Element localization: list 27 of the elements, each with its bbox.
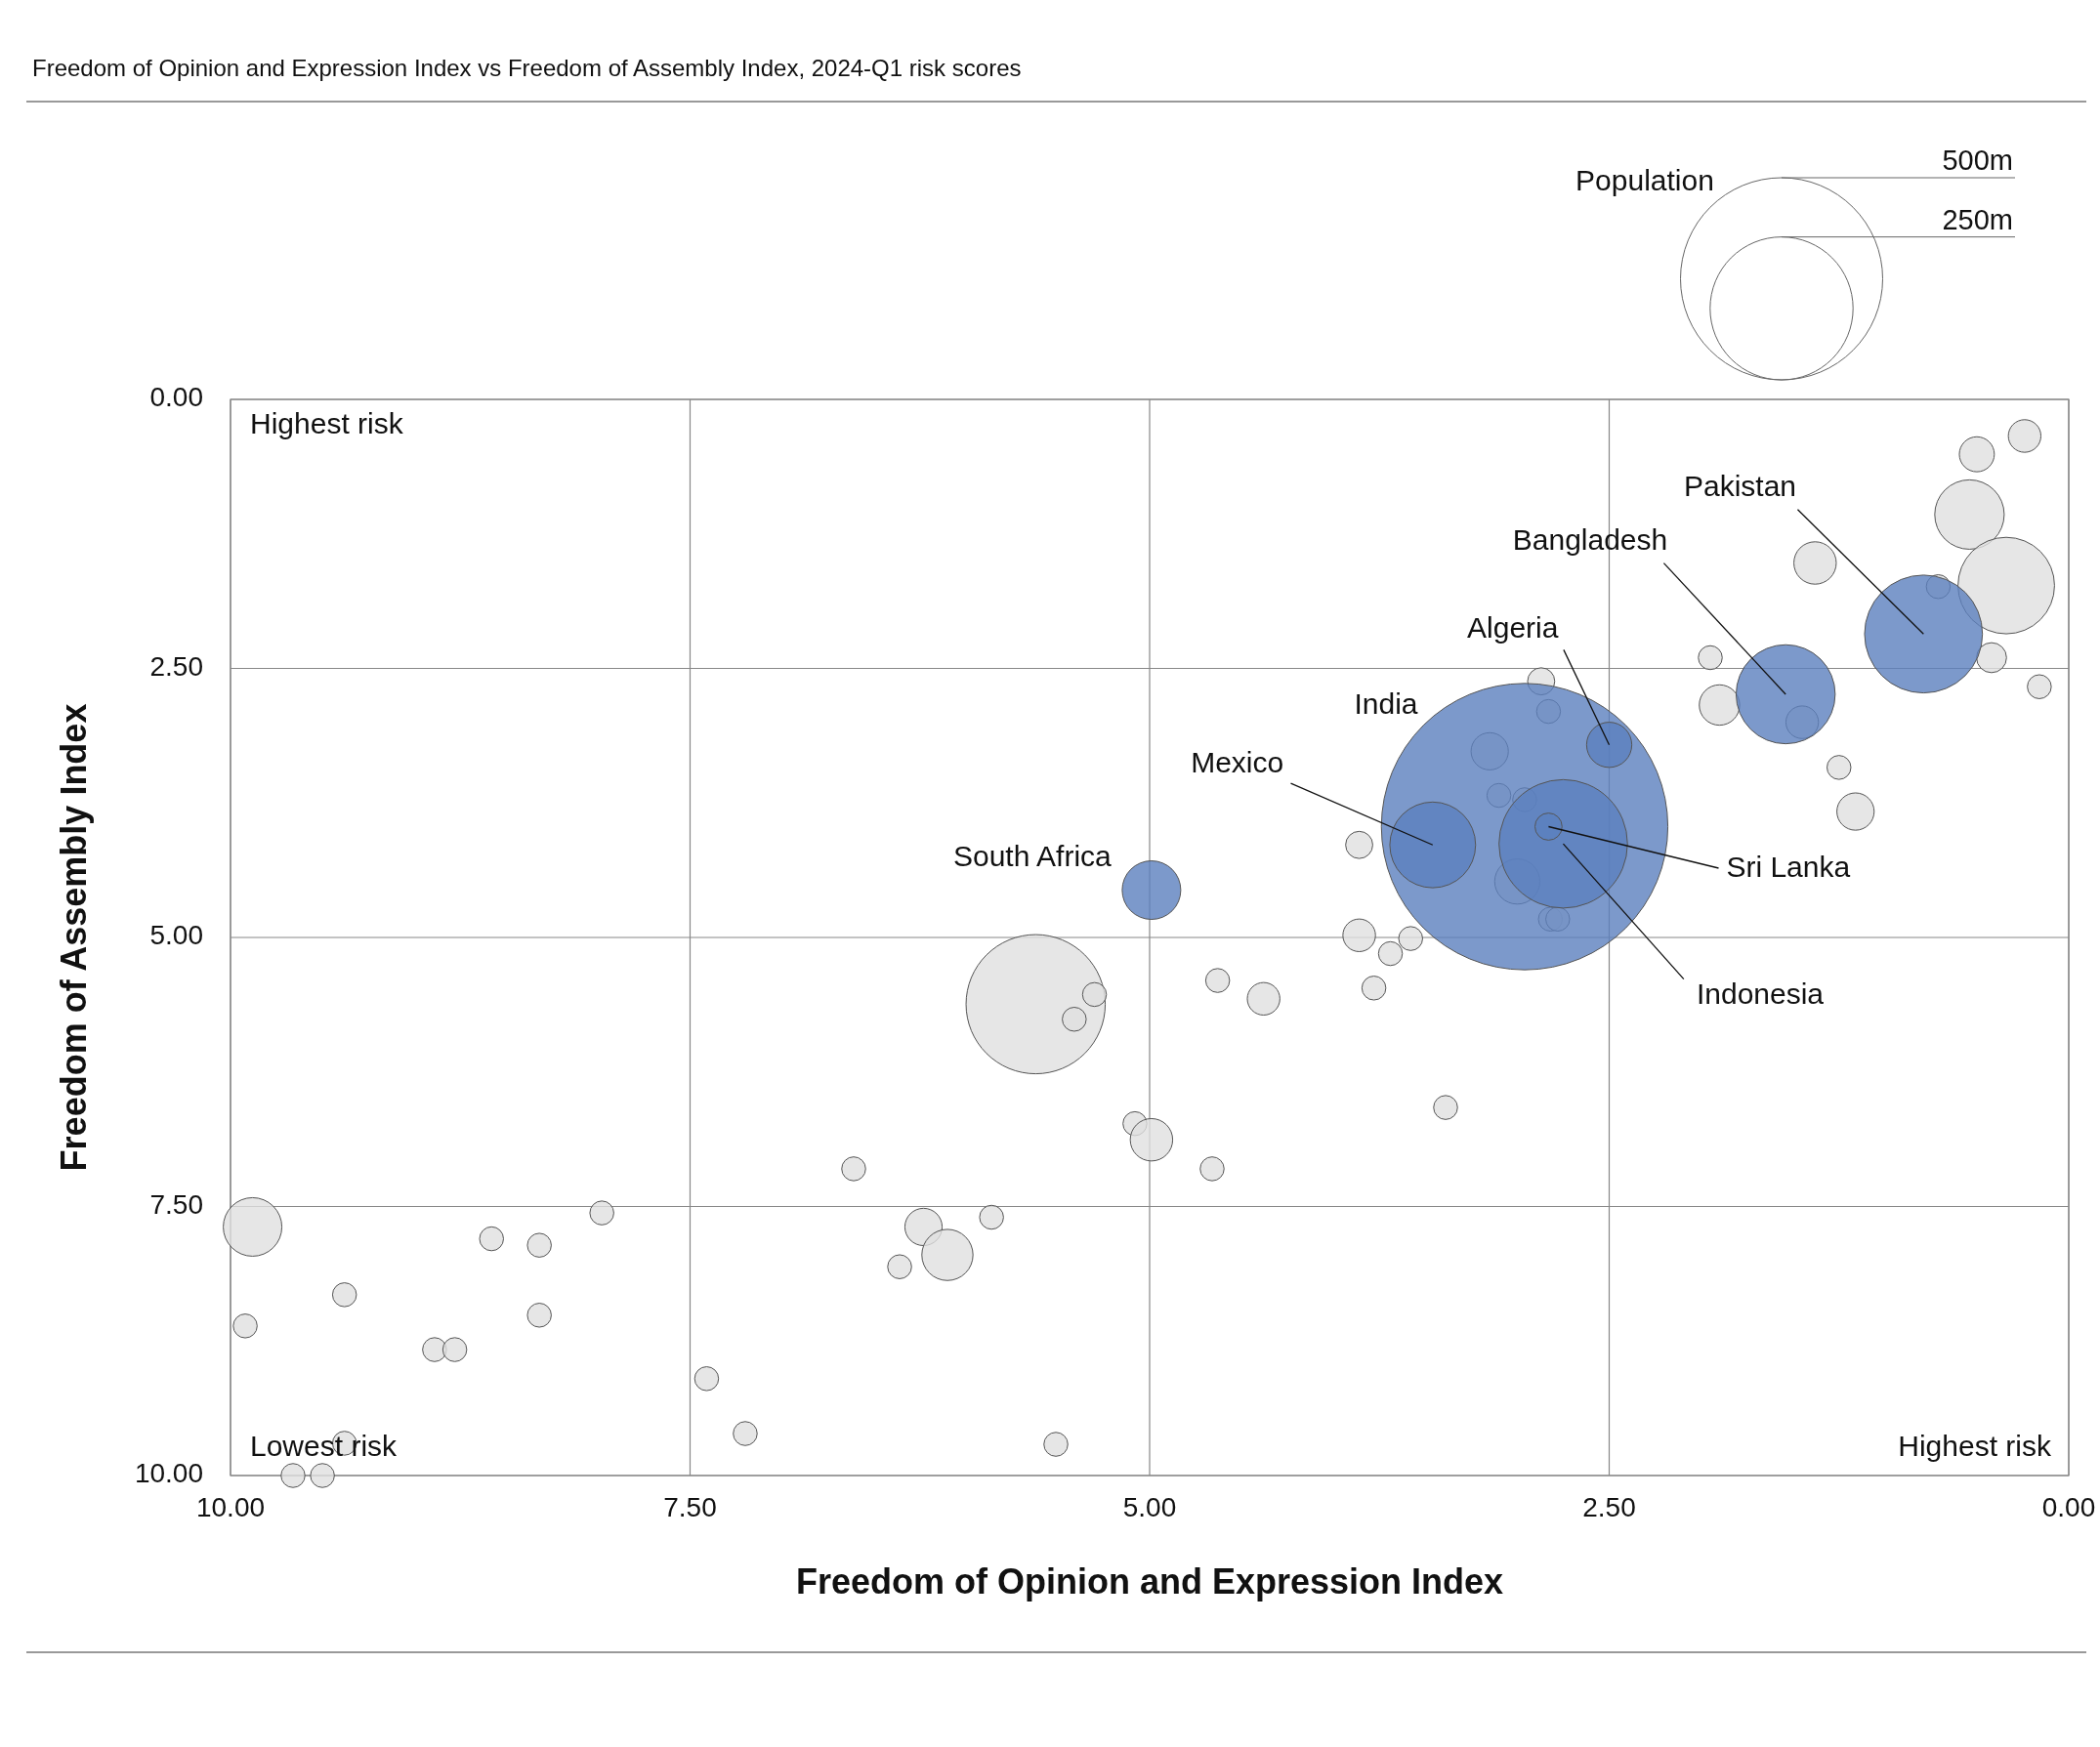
y-tick-label: 10.00 bbox=[134, 1458, 203, 1489]
annotation: India bbox=[1354, 687, 1418, 720]
legend-label: 250m bbox=[1942, 203, 2013, 235]
annotation: Bangladesh bbox=[1512, 522, 1668, 556]
x-tick-label: 2.50 bbox=[1582, 1492, 1636, 1522]
annotation: Mexico bbox=[1191, 745, 1284, 778]
x-tick-label: 10.00 bbox=[195, 1492, 266, 1522]
y-tick-label: 7.50 bbox=[149, 1188, 203, 1220]
x-tick-label: 7.50 bbox=[663, 1492, 717, 1522]
y-tick-label: 5.00 bbox=[149, 920, 203, 951]
annotation: Indonesia bbox=[1696, 977, 1825, 1011]
x-tick-label: 5.00 bbox=[1122, 1492, 1177, 1522]
annotation: Algeria bbox=[1467, 610, 1559, 644]
annotation: Pakistan bbox=[1683, 469, 1797, 502]
legend-label: 500m bbox=[1942, 145, 2013, 176]
annotation: Highest risk bbox=[250, 407, 404, 439]
x-tick-label: 0.00 bbox=[2041, 1492, 2096, 1522]
y-tick-label: 0.00 bbox=[149, 382, 203, 413]
legend-title: Population bbox=[1575, 164, 1714, 196]
annotation: Sri Lanka bbox=[1726, 851, 1851, 884]
annotation: Highest risk bbox=[1898, 1430, 2052, 1462]
annotation: Lowest risk bbox=[250, 1430, 399, 1462]
chart-title: Freedom of Opinion and Expression Index vs Freedom of Assembly Index, 2024-Q1 risk scores bbox=[32, 55, 1022, 81]
y-tick-label: 2.50 bbox=[149, 650, 203, 682]
y-axis-title: Freedom of Assembly Index bbox=[54, 703, 94, 1172]
annotation: South Africa bbox=[952, 839, 1113, 872]
x-axis-title: Freedom of Opinion and Expression Index bbox=[795, 1561, 1504, 1601]
